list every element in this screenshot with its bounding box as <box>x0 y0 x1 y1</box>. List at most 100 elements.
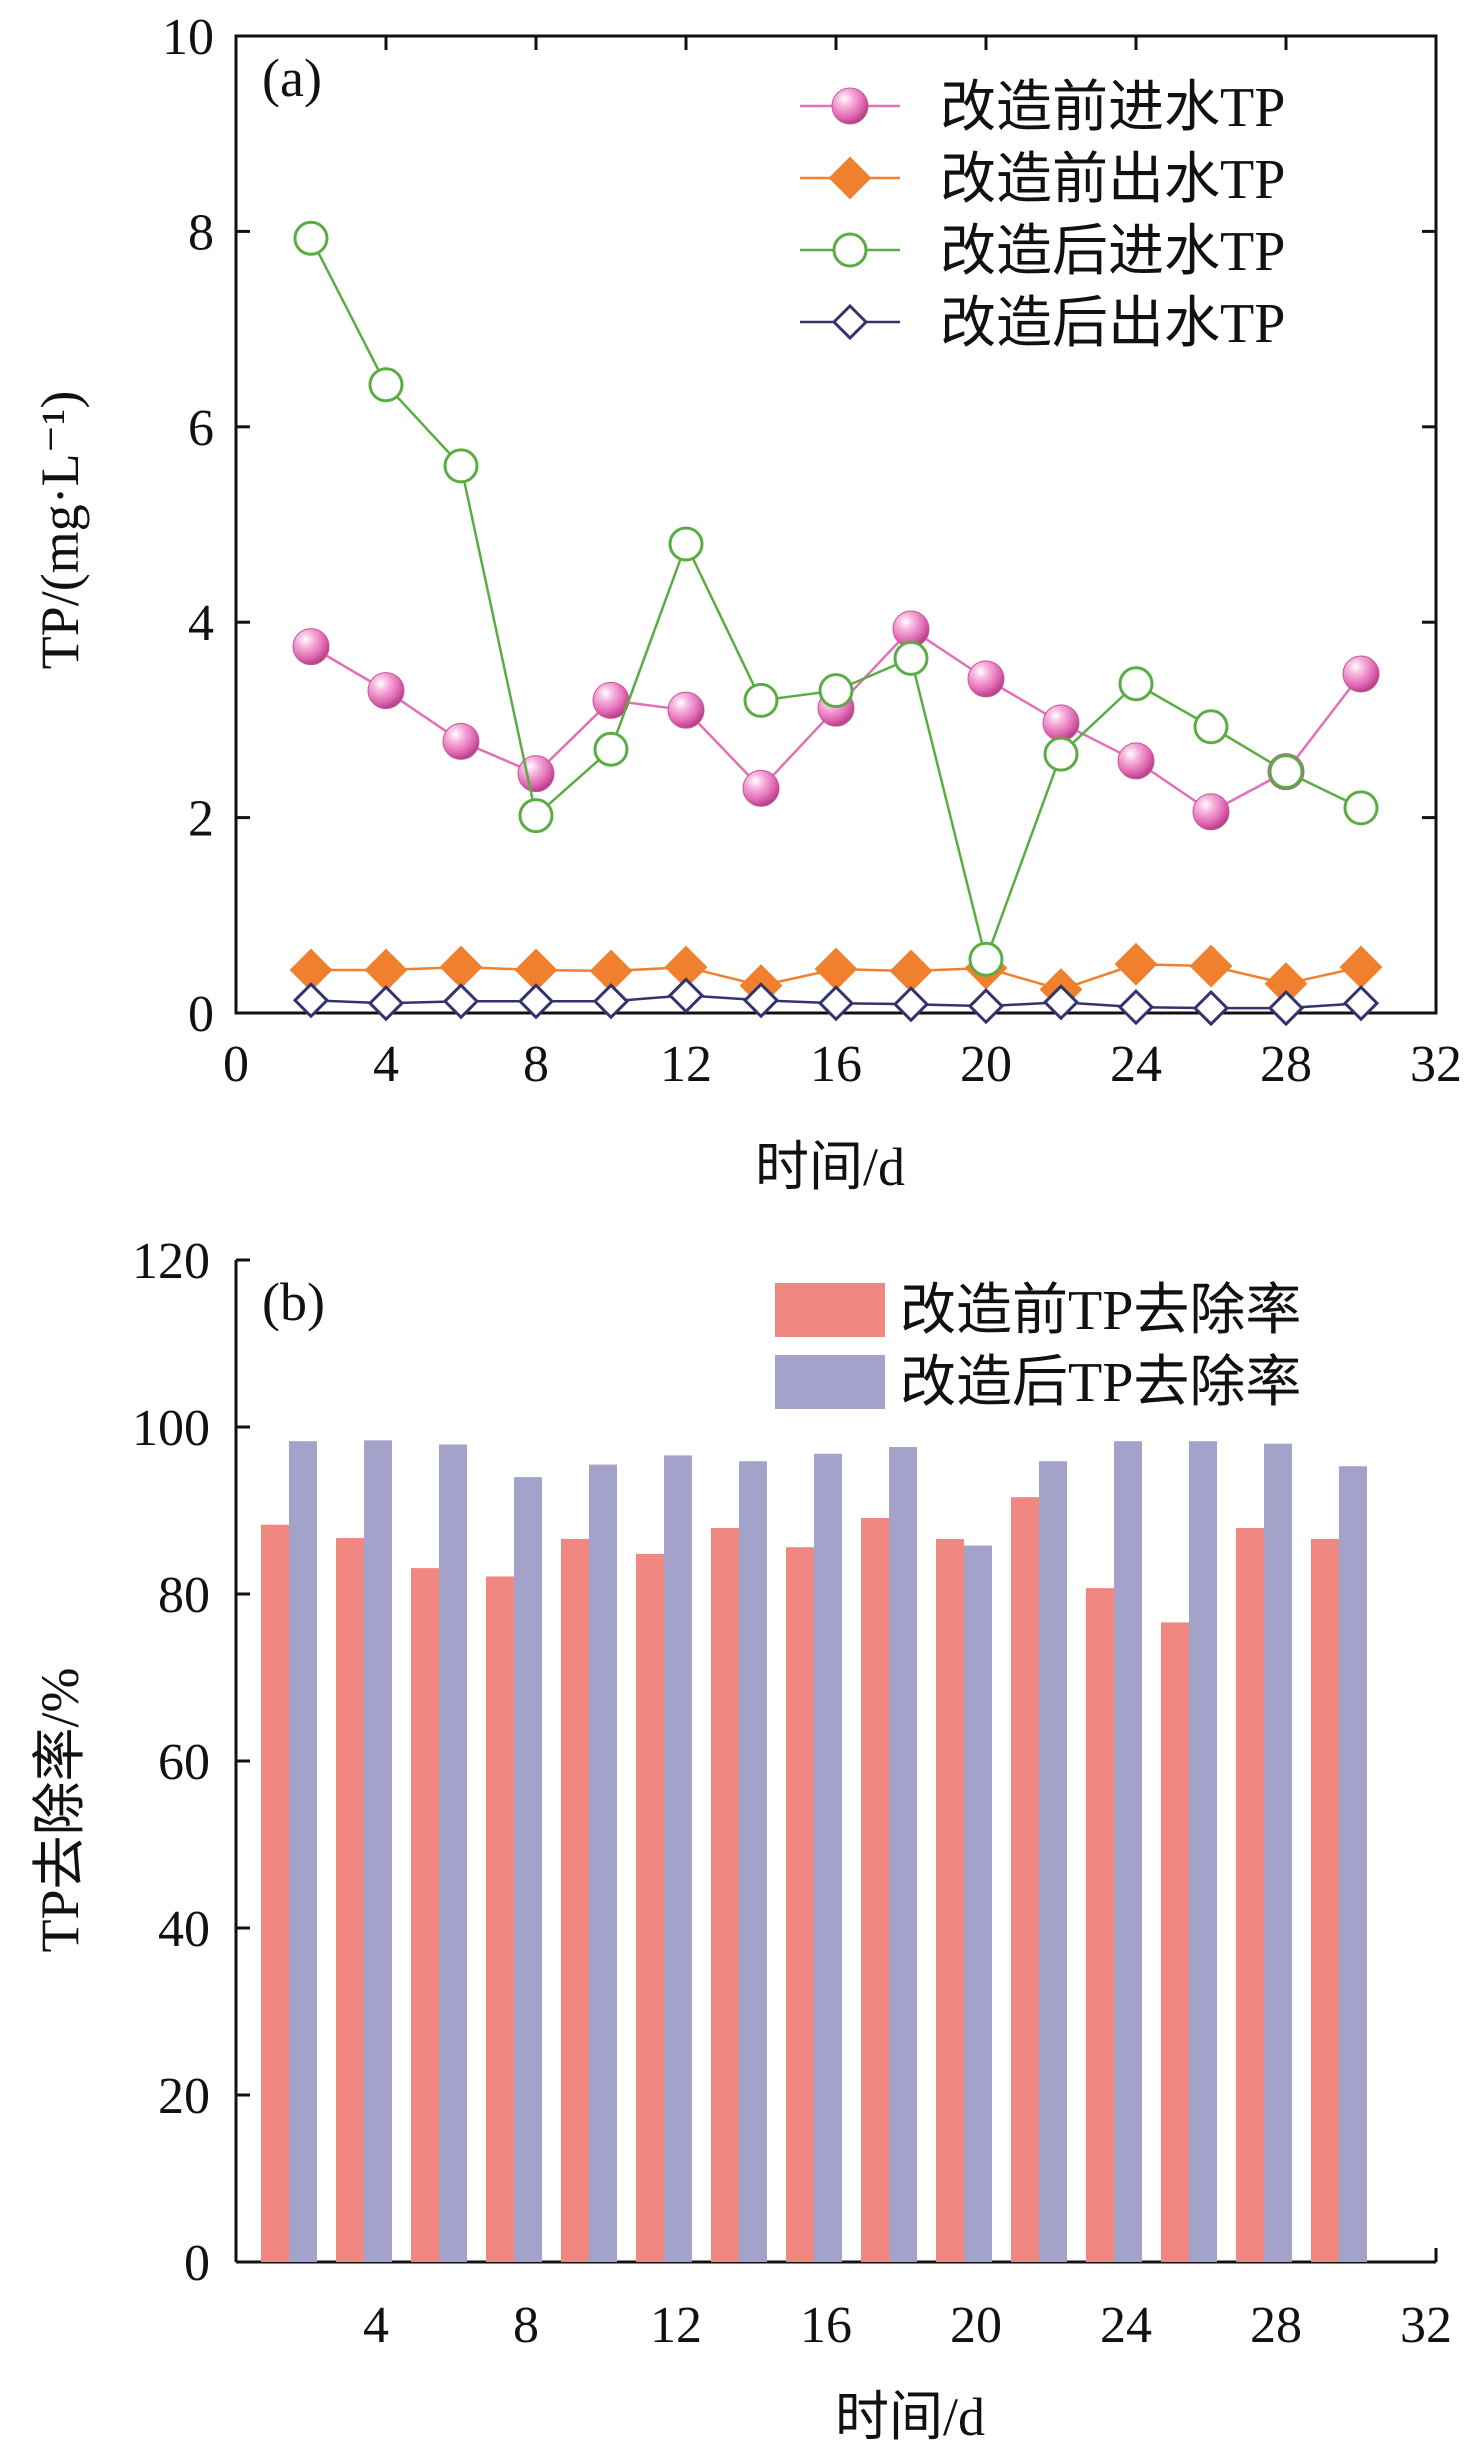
panel-a-x-tick-label: 8 <box>523 1036 549 1093</box>
panel-a-legend-item: 改造后进水TP <box>800 221 1285 283</box>
legend-label: 改造后进水TP <box>940 221 1285 283</box>
panel-b-y-tick-label: 0 <box>184 2235 210 2292</box>
bar-series-2 <box>1114 1441 1142 2262</box>
bar-series-1 <box>711 1528 739 2262</box>
panel-a-y-axis-title: TP/(mg·L⁻¹) <box>30 391 90 670</box>
series-3 <box>293 220 1379 977</box>
series-4-point <box>967 988 1005 1025</box>
series-4-point <box>817 985 855 1022</box>
bar-series-1 <box>336 1538 364 2262</box>
panel-a-y-tick-label: 0 <box>188 986 214 1043</box>
series-3-point <box>1043 736 1079 772</box>
series-3-point <box>293 220 329 256</box>
bar-series-1 <box>486 1576 514 2262</box>
legend-swatch <box>775 1283 885 1337</box>
series-3-point <box>368 367 404 403</box>
series-3-point <box>668 526 704 562</box>
panel-a-y-tick-label: 4 <box>188 595 214 652</box>
panel-b-x-tick-label: 12 <box>650 2297 702 2354</box>
series-4-point <box>742 982 780 1019</box>
series-1-point <box>1117 742 1155 780</box>
bar-series-1 <box>1161 1622 1189 2262</box>
panel-a-legend: 改造前进水TP 改造前出水TP 改造后进水TP 改造后出水TP <box>800 77 1285 355</box>
bar-series-2 <box>664 1455 692 2262</box>
legend-marker <box>832 232 868 268</box>
legend-marker <box>831 303 869 341</box>
series-2-point <box>1114 942 1158 986</box>
bar-series-1 <box>411 1568 439 2262</box>
bar-series-1 <box>936 1538 964 2262</box>
bar-series-2 <box>1039 1461 1067 2262</box>
bar-series-2 <box>1189 1441 1217 2262</box>
series-4-point <box>1042 984 1080 1021</box>
series-1-point <box>1342 655 1380 693</box>
legend-label: 改造后出水TP <box>940 293 1285 355</box>
panel-b-y-tick-label: 20 <box>158 2068 210 2125</box>
series-4-point <box>1117 989 1155 1026</box>
panel-a-y-tick-label: 2 <box>188 791 214 848</box>
series-4-point <box>367 985 405 1022</box>
panel-a-x-tick-labels: 0 4 8 12 16 20 24 28 32 <box>223 1036 1462 1093</box>
panel-a-y-tick-label: 8 <box>188 204 214 261</box>
panel-b-y-tick-labels: 0 20 40 60 80 100 120 <box>132 1233 210 2292</box>
series-1-point <box>742 769 780 807</box>
bar-series-2 <box>889 1447 917 2262</box>
series-3-point <box>743 682 779 718</box>
bar-series-2 <box>964 1545 992 2262</box>
series-2-point <box>889 949 933 993</box>
legend-swatch <box>775 1355 885 1409</box>
series-1-point <box>667 691 705 729</box>
panel-b-label: (b) <box>262 1272 325 1332</box>
panel-a-label: (a) <box>262 48 322 108</box>
series-4-point <box>667 977 705 1014</box>
panel-b-x-tick-labels: 4 8 12 16 20 24 28 32 <box>363 2297 1452 2354</box>
bar-series-2 <box>439 1444 467 2262</box>
bar-series-2 <box>1339 1466 1367 2262</box>
panel-b-x-axis-title: 时间/d <box>835 2387 985 2447</box>
panel-b-x-tick-label: 20 <box>950 2297 1002 2354</box>
bar-series-2 <box>364 1440 392 2262</box>
panel-a-x-tick-label: 24 <box>1110 1036 1162 1093</box>
series-1-point <box>517 755 555 793</box>
bar-series-2 <box>289 1441 317 2262</box>
series-4-point <box>517 983 555 1020</box>
series-4-point <box>292 982 330 1019</box>
series-3-point <box>893 640 929 676</box>
series-2-point <box>814 947 858 991</box>
panel-a-series <box>289 220 1383 1027</box>
panel-b-legend-item: 改造前TP去除率 <box>775 1280 1301 1342</box>
panel-b-y-tick-label: 80 <box>158 1567 210 1624</box>
series-4-point <box>1342 985 1380 1022</box>
panel-a-x-axis-title: 时间/d <box>755 1137 905 1197</box>
series-2-point <box>364 948 408 992</box>
series-2-point <box>1189 944 1233 988</box>
legend-marker <box>828 156 872 200</box>
legend-label: 改造后TP去除率 <box>900 1352 1301 1414</box>
bar-series-2 <box>514 1477 542 2262</box>
series-3-point <box>1193 709 1229 745</box>
series-3-point <box>1118 666 1154 702</box>
panel-b-x-tick-label: 8 <box>513 2297 539 2354</box>
series-1-point <box>967 660 1005 698</box>
panel-b-y-tick-label: 40 <box>158 1901 210 1958</box>
panel-a-x-tick-label: 28 <box>1260 1036 1312 1093</box>
bar-series-2 <box>739 1461 767 2262</box>
panel-a-y-tick-label: 6 <box>188 400 214 457</box>
bar-series-2 <box>589 1464 617 2262</box>
panel-a-x-tick-label: 20 <box>960 1036 1012 1093</box>
panel-b-x-tick-label: 24 <box>1100 2297 1152 2354</box>
panel-b-y-axis-title: TP去除率/% <box>30 1667 90 1952</box>
series-1-point <box>367 672 405 710</box>
series-4-point <box>442 983 480 1020</box>
bar-series-2 <box>814 1453 842 2262</box>
bar-series-2 <box>1264 1443 1292 2262</box>
series-4-point <box>1267 989 1305 1027</box>
panel-a-x-tick-label: 16 <box>810 1036 862 1093</box>
panel-a-y-tick-label: 10 <box>162 9 214 66</box>
panel-b-legend-item: 改造后TP去除率 <box>775 1352 1301 1414</box>
series-4 <box>292 977 1380 1027</box>
series-2-point <box>439 945 483 989</box>
panel-b-y-tick-label: 120 <box>132 1233 210 1290</box>
panel-a-legend-item: 改造前出水TP <box>800 149 1285 211</box>
